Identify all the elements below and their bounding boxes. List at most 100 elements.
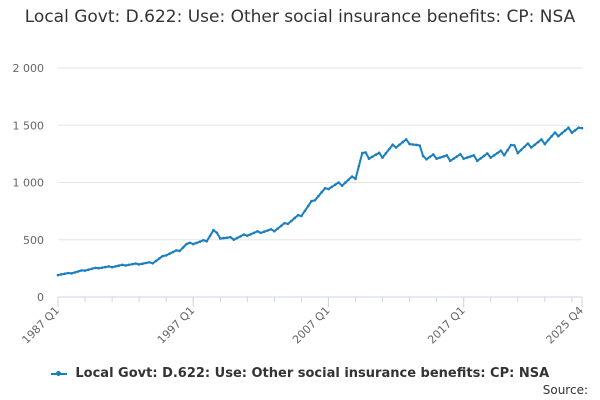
data-point [357,164,361,168]
data-point [543,142,547,146]
data-point [580,126,584,130]
data-point [546,138,550,142]
data-point [509,143,513,147]
data-point [225,236,229,239]
data-point [191,242,195,246]
data-point [80,269,83,272]
data-point [181,246,185,249]
data-point [296,213,300,217]
data-point [229,235,232,239]
data-point [377,151,381,155]
data-point [489,156,493,159]
data-point [364,151,367,154]
data-point [313,199,317,202]
data-point [290,219,293,223]
data-point [361,151,364,155]
data-point [384,152,388,155]
data-point [212,228,215,232]
data-point [286,222,290,226]
data-point [428,155,432,159]
data-point [114,265,117,268]
data-point [262,230,266,233]
data-point [367,157,371,160]
data-point [97,267,100,270]
data-point [394,146,398,149]
data-point [124,264,127,267]
legend-label: Local Govt: D.622: Use: Other social ins… [75,366,550,381]
data-point [327,187,330,191]
data-point [256,230,259,233]
data-point [506,148,509,152]
y-tick-label: 2 000 [13,62,45,75]
data-point [577,126,580,129]
data-point [482,154,486,158]
data-point [432,153,435,156]
data-point [134,262,138,265]
data-point [120,263,124,267]
data-point [110,265,114,269]
data-point [404,138,408,141]
data-point [273,229,276,233]
data-point [195,241,198,245]
data-point [530,146,533,149]
data-point [276,227,280,230]
data-point [259,231,263,235]
data-point [90,267,94,271]
data-point [354,177,357,181]
data-point [144,261,148,265]
data-point [310,199,313,203]
data-point [340,184,344,187]
data-point [381,156,384,159]
data-point [445,154,449,157]
data-point [249,233,252,236]
data-point [344,181,347,184]
data-point [252,231,256,235]
legend[interactable]: Local Govt: D.622: Use: Other social ins… [0,366,600,381]
y-tick-label: 0 [37,291,44,304]
data-point [502,154,506,157]
data-point [158,257,161,260]
data-point [526,142,530,145]
data-point [168,252,171,255]
data-point [171,250,175,254]
series-line [57,126,583,277]
data-point [391,143,395,146]
data-point [536,140,540,144]
chart-title: Local Govt: D.622: Use: Other social ins… [24,7,576,27]
data-point [452,157,455,160]
data-point [448,159,452,163]
data-point [104,265,107,269]
data-point [371,155,374,158]
source-label: Source: [542,383,588,397]
data-point [232,238,236,241]
data-point [148,261,151,264]
x-tick-label: 2007 Q1 [290,304,333,347]
data-point [415,143,418,147]
data-point [154,259,158,263]
data-point [188,241,192,245]
data-point [137,263,141,266]
legend-swatch-icon [50,370,67,376]
data-point [479,157,482,160]
x-tick-label: 1987 Q1 [20,304,63,347]
data-point [516,151,520,155]
data-point [300,214,303,218]
data-point [388,147,391,151]
data-point [235,236,239,240]
data-point [550,135,553,138]
data-point [401,140,405,144]
y-tick-label: 1 000 [13,177,45,190]
data-point [411,143,415,146]
data-point [320,190,324,194]
data-point [219,237,222,240]
data-point [560,132,563,135]
data-point [347,178,351,181]
data-point [77,270,80,273]
data-point [499,149,503,152]
data-point [246,234,249,237]
data-point [185,242,188,246]
data-point [374,153,378,156]
y-tick-label: 1 500 [13,119,45,132]
data-point [93,266,97,270]
data-point [465,156,469,159]
